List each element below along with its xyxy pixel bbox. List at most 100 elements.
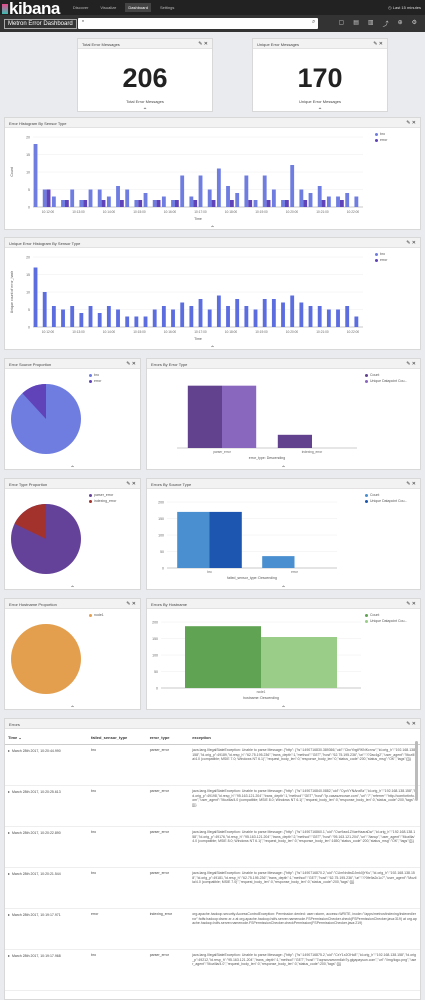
table-row[interactable]: ▸ March 28th 2017, 10:20:25.613 bro parser_… [5,785,420,827]
legend-item[interactable]: Unique Datapoint Cou... [365,499,407,503]
legend-item[interactable]: Unique Datapoint Cou... [365,619,407,623]
legend-item[interactable]: error [375,138,387,142]
table-row[interactable]: ▸ March 28th 2017, 10:19:17.971 error index… [5,908,420,950]
errors-by-hostname-panel: Errors By Hostname ✎ ✕ 200 150 100 50 0 node1 h… [146,598,421,712]
new-dashboard-icon[interactable]: ▢ [338,20,345,26]
time-value: March 28th 2017, 10:19:17.968 [12,954,61,958]
table-scrollbar[interactable] [415,741,418,801]
table-row[interactable]: ▸ March 28th 2017, 10:19:17.968 bro parser_… [5,949,420,991]
column-header-error-type[interactable]: error_type [146,729,190,745]
legend-item[interactable]: bro [375,132,387,136]
edit-close-icons[interactable]: ✎ ✕ [406,721,416,727]
x-axis-label: Time [194,217,202,221]
column-header-time[interactable]: Time ⌄ [5,729,88,745]
x-tick-label: parser_error [213,450,231,454]
y-tick-label: 100 [152,654,158,658]
legend-item[interactable]: bro [89,373,101,377]
expand-row-icon[interactable]: ▸ [8,830,11,835]
table-row[interactable]: ▸ March 28th 2017, 10:20:22.890 bro parser_… [5,826,420,868]
table-body: ▸ March 28th 2017, 10:20:44.990 bro parser_… [5,744,420,991]
edit-close-icons[interactable]: ✎ ✕ [126,601,136,607]
legend-item[interactable]: node1 [89,613,104,617]
legend-item[interactable]: parser_error [89,493,116,497]
expand-row-icon[interactable]: ▸ [8,871,11,876]
chevron-up-icon[interactable]: ⌃ [209,226,216,232]
kibana-mark-icon [2,3,8,14]
chevron-up-icon[interactable]: ⌃ [69,466,76,472]
dashboard-bar: Metron Error Dashboard * ⌕ ▢ ▤ ▥ ⤴ ⊕ ⚙ [0,15,425,32]
legend: node1 [89,613,104,619]
chevron-up-icon[interactable]: ⌃ [280,466,287,472]
legend: bro error [89,373,101,385]
edit-close-icons[interactable]: ✎ ✕ [373,41,383,47]
edit-close-icons[interactable]: ✎ ✕ [198,41,208,47]
legend-item[interactable]: Count [365,493,407,497]
open-icon[interactable]: ▥ [367,20,374,26]
search-icon[interactable]: ⌕ [312,19,316,25]
table-row[interactable]: ▸ March 28th 2017, 10:20:44.990 bro parser_… [5,744,420,786]
nav-visualize[interactable]: Visualize [100,5,117,10]
x-tick-label: 10:21:00 [316,210,329,214]
chevron-up-icon[interactable]: ⌃ [142,108,148,114]
errors-table-panel: Errors ✎ ✕ Time ⌄ failed_sensor_type erro… [4,718,421,1000]
edit-close-icons[interactable]: ✎ ✕ [126,481,136,487]
legend-item[interactable]: Count [365,613,407,617]
y-tick-label: 10 [26,291,30,295]
x-tick-label: 10:14:00 [103,210,116,214]
exception-cell: org.apache.hadoop.security.AccessControl… [189,908,420,950]
chevron-up-icon[interactable]: ⌃ [280,586,287,592]
legend-item[interactable]: indexing_error [89,499,116,503]
edit-close-icons[interactable]: ✎ ✕ [406,481,416,487]
panel-header: Errors By Source Type ✎ ✕ [147,479,420,489]
nav-settings[interactable]: Settings [159,5,175,10]
search-input[interactable]: * [78,18,318,29]
edit-close-icons[interactable]: ✎ ✕ [406,601,416,607]
x-tick-label: 10:14:00 [103,330,116,334]
column-header-exception[interactable]: exception [189,729,420,745]
edit-close-icons[interactable]: ✎ ✕ [406,361,416,367]
y-axis-label: Unique count of error_hash [10,271,14,313]
add-panel-icon[interactable]: ⊕ [397,20,403,26]
legend-item[interactable]: error [89,379,101,383]
legend-item[interactable]: Unique Datapoint Cou... [365,379,407,383]
nav-discover[interactable]: Discover [72,5,89,10]
pie-slice-indexing-error[interactable] [14,504,47,539]
sensor-cell: bro [88,785,147,827]
expand-row-icon[interactable]: ▸ [8,912,11,917]
unique-error-histogram-panel: Unique Error Histogram By Sensor Type ✎ ✕… [4,237,421,352]
legend-item[interactable]: bro [375,252,387,256]
chevron-up-icon[interactable]: ⌃ [69,586,76,592]
bar-unique [222,385,257,448]
sort-icon[interactable]: ⌄ [18,735,22,740]
pie-slice-node1[interactable] [11,624,81,694]
bar-bro [125,189,130,207]
edit-close-icons[interactable]: ✎ ✕ [406,240,416,246]
legend-item[interactable]: error [375,258,387,262]
bar-error [64,200,69,207]
chevron-up-icon[interactable]: ⌃ [209,346,216,352]
column-header-sensor[interactable]: failed_sensor_type [88,729,147,745]
edit-close-icons[interactable]: ✎ ✕ [126,361,136,367]
bar-bro [244,175,249,207]
expand-row-icon[interactable]: ▸ [8,953,11,958]
kibana-logo[interactable]: kibana [2,0,60,19]
bar-bro [244,306,249,327]
share-icon[interactable]: ⤴ [382,22,389,28]
bar-bro [143,193,148,207]
bar-bro [308,193,313,207]
settings-gear-icon[interactable]: ⚙ [411,20,417,26]
nav-dashboard[interactable]: Dashboard [125,3,151,12]
expand-row-icon[interactable]: ▸ [8,748,11,753]
time-picker[interactable]: ◷ Last 15 minutes [388,5,421,10]
expand-row-icon[interactable]: ▸ [8,789,11,794]
legend-item[interactable]: Count [365,373,407,377]
chevron-up-icon[interactable]: ⌃ [280,706,287,712]
errors-by-error-type-panel: Errors By Error Type ✎ ✕ parser_error inde… [146,358,421,472]
table-row[interactable]: ▸ March 28th 2017, 10:20:21.544 bro parser_… [5,867,420,909]
save-icon[interactable]: ▤ [353,20,359,26]
sensor-cell: bro [88,867,147,909]
chevron-up-icon[interactable]: ⌃ [317,108,323,114]
chevron-up-icon[interactable]: ⌃ [69,706,76,712]
pie-slice-error[interactable] [22,384,46,419]
edit-close-icons[interactable]: ✎ ✕ [406,120,416,126]
